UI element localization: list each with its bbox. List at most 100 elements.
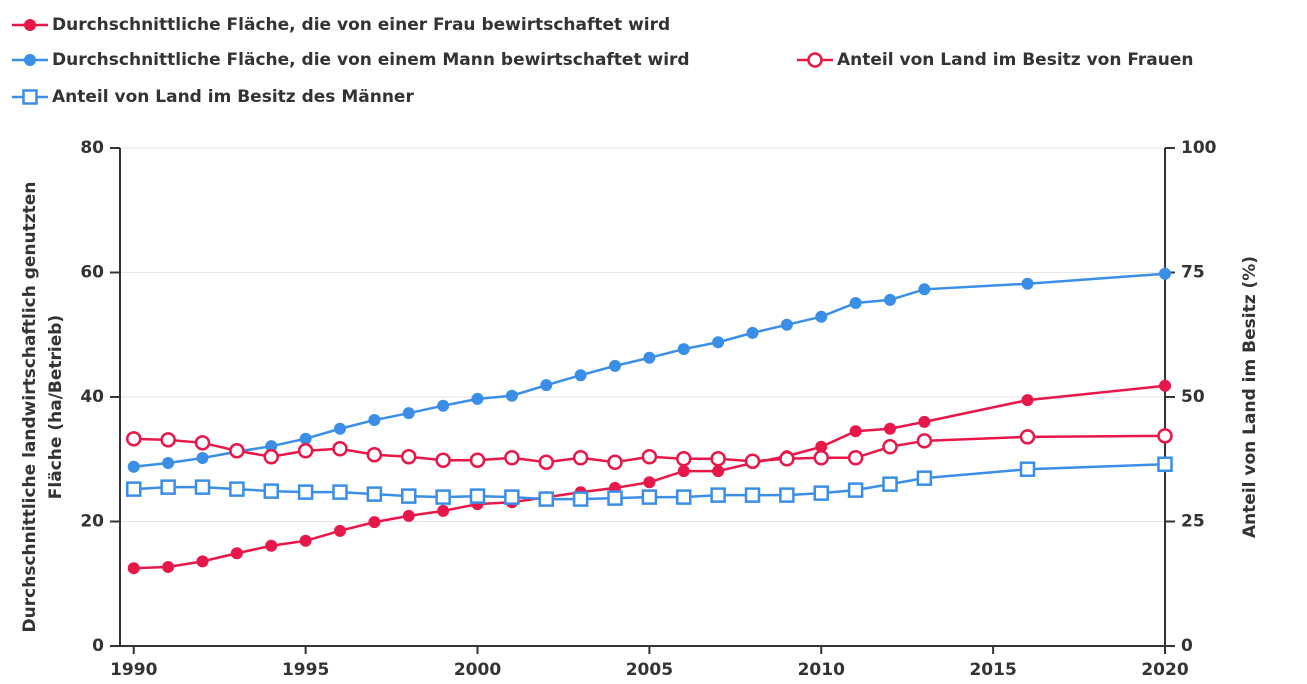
marker	[297, 443, 314, 459]
legend-item: Durchschnittliche Fläche, die von einer …	[12, 15, 670, 35]
marker	[815, 440, 828, 453]
marker	[263, 449, 279, 465]
legend-label: Durchschnittliche Fläche, die von einer …	[52, 15, 670, 35]
x-tick-label: 2020	[1141, 660, 1188, 680]
legend-marker	[807, 52, 823, 68]
marker	[435, 452, 451, 468]
marker	[332, 441, 348, 457]
marker	[401, 449, 417, 465]
marker	[162, 560, 175, 573]
marker	[849, 425, 862, 438]
marker	[127, 460, 140, 473]
marker	[712, 465, 725, 478]
marker	[194, 479, 211, 495]
marker	[1021, 394, 1034, 407]
marker	[572, 491, 589, 507]
marker	[469, 452, 486, 468]
marker	[641, 489, 658, 505]
legend-label: Anteil von Land im Besitz von Frauen	[837, 50, 1194, 70]
legend-label: Anteil von Land im Besitz des Männer	[52, 87, 414, 107]
marker	[849, 297, 862, 310]
marker	[641, 449, 658, 465]
marker	[884, 293, 896, 306]
marker	[229, 481, 245, 497]
marker	[366, 447, 383, 463]
marker	[609, 359, 621, 372]
marker	[572, 450, 589, 466]
legend-item: Anteil von Land im Besitz von Frauen	[797, 50, 1194, 70]
marker	[194, 435, 211, 451]
x-tick-label: 1995	[282, 660, 329, 680]
y2-tick-label: 75	[1181, 263, 1205, 283]
marker	[332, 484, 348, 500]
marker	[1157, 456, 1173, 472]
marker	[504, 450, 520, 466]
marker	[1157, 428, 1173, 444]
marker	[918, 283, 931, 296]
marker	[1019, 429, 1036, 445]
marker	[744, 453, 761, 469]
marker	[334, 422, 346, 435]
marker	[815, 310, 828, 323]
y-tick-label: 0	[92, 636, 104, 656]
marker	[435, 489, 451, 505]
marker	[263, 483, 279, 499]
marker	[196, 452, 209, 465]
marker	[643, 351, 656, 364]
marker	[334, 524, 346, 537]
y-tick-label: 40	[80, 387, 104, 407]
marker	[882, 439, 898, 455]
marker	[299, 534, 312, 547]
marker	[540, 379, 553, 392]
x-tick-label: 1990	[110, 660, 157, 680]
marker	[712, 336, 725, 349]
y2-axis-label: Anteil von Land im Besitz (%)	[1240, 256, 1260, 538]
marker	[366, 486, 383, 502]
marker	[1159, 267, 1171, 280]
marker	[847, 450, 864, 466]
marker	[677, 465, 690, 478]
marker	[402, 509, 415, 522]
marker	[126, 431, 142, 447]
legend-marker	[24, 19, 36, 31]
marker	[884, 422, 896, 435]
y-tick-label: 60	[80, 263, 104, 283]
marker	[401, 488, 417, 504]
marker	[744, 487, 761, 503]
marker	[368, 516, 381, 529]
marker	[916, 433, 933, 449]
marker	[299, 432, 312, 445]
marker	[469, 488, 486, 504]
legend-marker	[24, 54, 36, 66]
legend-marker	[22, 89, 38, 105]
legend-label: Durchschnittliche Fläche, die von einem …	[52, 50, 690, 70]
marker	[127, 562, 140, 575]
x-tick-label: 2010	[798, 660, 845, 680]
marker	[126, 481, 142, 497]
marker	[813, 450, 829, 466]
marker	[882, 476, 898, 492]
marker	[538, 491, 554, 507]
y2-tick-label: 25	[1181, 512, 1205, 532]
marker	[160, 432, 176, 448]
marker	[1019, 461, 1036, 477]
marker	[297, 484, 314, 500]
marker	[265, 539, 278, 552]
marker	[780, 318, 793, 331]
marker	[437, 399, 450, 412]
marker	[229, 443, 245, 459]
series	[127, 267, 1171, 473]
marker	[265, 440, 278, 453]
marker	[402, 407, 415, 420]
marker	[916, 470, 933, 486]
marker	[643, 476, 656, 489]
marker	[676, 451, 692, 467]
y2-tick-label: 100	[1181, 138, 1217, 158]
y-tick-label: 80	[80, 138, 104, 158]
marker	[1159, 379, 1171, 392]
x-tick-label: 2005	[626, 660, 673, 680]
marker	[710, 451, 726, 467]
y-axis-label: Fläche (ha/Betrieb)	[46, 315, 66, 499]
legend-item: Durchschnittliche Fläche, die von einem …	[12, 50, 690, 70]
